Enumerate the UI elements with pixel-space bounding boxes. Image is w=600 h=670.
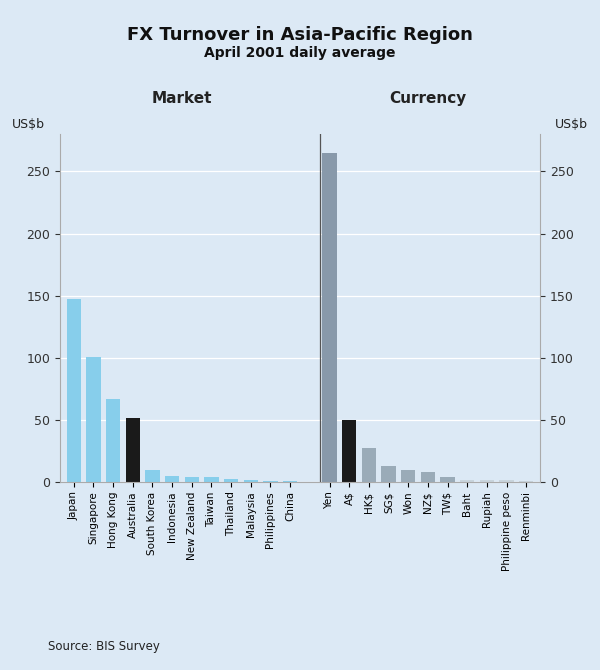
Text: US$b: US$b <box>12 117 45 131</box>
Bar <box>322 153 337 482</box>
Bar <box>106 399 120 482</box>
Text: Source: BIS Survey: Source: BIS Survey <box>48 641 160 653</box>
Bar <box>205 478 218 482</box>
Bar <box>382 466 395 482</box>
Bar <box>263 481 278 482</box>
Bar <box>86 356 101 482</box>
Bar <box>421 472 435 482</box>
Bar <box>401 470 415 482</box>
Text: US$b: US$b <box>555 117 588 131</box>
Bar <box>67 299 81 482</box>
Text: Currency: Currency <box>389 91 466 106</box>
Bar <box>460 480 474 482</box>
Bar <box>185 478 199 482</box>
Bar <box>342 420 356 482</box>
Bar <box>362 448 376 482</box>
Text: April 2001 daily average: April 2001 daily average <box>204 46 396 60</box>
Text: Market: Market <box>152 91 212 106</box>
Bar <box>165 476 179 482</box>
Bar <box>283 481 297 482</box>
Bar <box>126 417 140 482</box>
Bar <box>519 481 533 482</box>
Bar <box>440 478 455 482</box>
Bar <box>499 480 514 482</box>
Text: FX Turnover in Asia-Pacific Region: FX Turnover in Asia-Pacific Region <box>127 25 473 44</box>
Bar <box>145 470 160 482</box>
Bar <box>244 480 258 482</box>
Bar <box>224 478 238 482</box>
Bar <box>480 480 494 482</box>
